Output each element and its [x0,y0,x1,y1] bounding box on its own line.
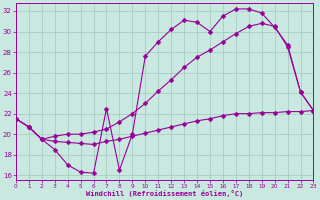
X-axis label: Windchill (Refroidissement éolien,°C): Windchill (Refroidissement éolien,°C) [86,190,243,197]
